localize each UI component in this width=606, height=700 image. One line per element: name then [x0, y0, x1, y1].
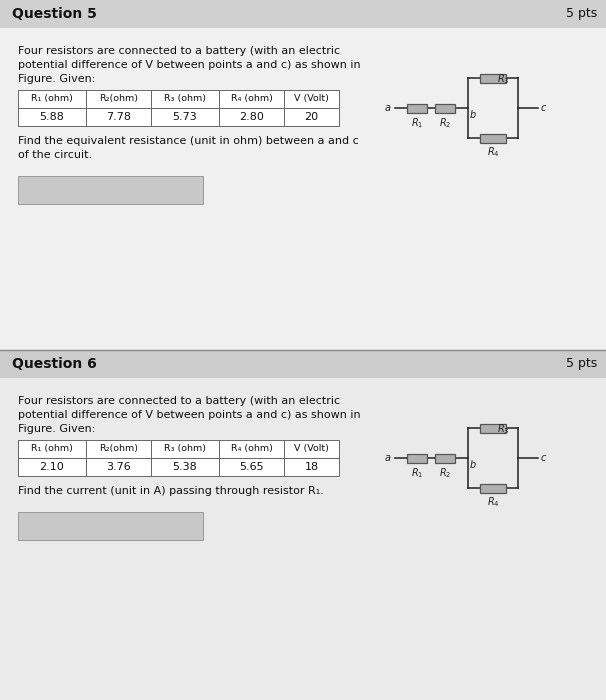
Text: of the circuit.: of the circuit.	[18, 150, 92, 160]
Text: 3.76: 3.76	[106, 462, 131, 472]
Bar	[0, 28, 606, 350]
Text: b: b	[470, 110, 476, 120]
Bar	[480, 74, 506, 83]
Text: Question 5: Question 5	[12, 7, 97, 21]
Bar	[86, 458, 151, 476]
Text: 18: 18	[304, 462, 319, 472]
Text: R₃ (ohm): R₃ (ohm)	[164, 444, 206, 454]
Bar	[480, 424, 506, 433]
Text: potential difference of V between points a and c) as shown in: potential difference of V between points…	[18, 410, 361, 420]
Bar	[86, 440, 151, 458]
Bar	[435, 454, 455, 463]
Text: Question 6: Question 6	[12, 357, 97, 371]
Bar	[219, 108, 284, 126]
Text: $R_3$: $R_3$	[497, 72, 510, 86]
Bar	[284, 440, 339, 458]
Text: R₁ (ohm): R₁ (ohm)	[31, 444, 73, 454]
Text: 5 pts: 5 pts	[566, 358, 597, 370]
Text: 5.73: 5.73	[173, 112, 198, 122]
Text: c: c	[541, 103, 547, 113]
Text: 2.80: 2.80	[239, 112, 264, 122]
Bar	[18, 440, 86, 458]
Bar	[18, 512, 203, 540]
Text: R₂(ohm): R₂(ohm)	[99, 444, 138, 454]
Text: Find the current (unit in A) passing through resistor R₁.: Find the current (unit in A) passing thr…	[18, 486, 324, 496]
Bar	[0, 378, 606, 700]
Bar	[480, 134, 506, 143]
Text: 20: 20	[304, 112, 319, 122]
Text: $R_2$: $R_2$	[439, 116, 451, 130]
Bar	[284, 90, 339, 108]
Text: $R_2$: $R_2$	[439, 466, 451, 480]
Bar	[151, 440, 219, 458]
Text: 5.65: 5.65	[239, 462, 264, 472]
Bar	[151, 90, 219, 108]
Text: R₁ (ohm): R₁ (ohm)	[31, 94, 73, 104]
Bar	[86, 90, 151, 108]
Text: 2.10: 2.10	[39, 462, 64, 472]
Bar	[435, 104, 455, 113]
Text: $R_3$: $R_3$	[497, 422, 510, 436]
Bar	[0, 350, 606, 378]
Text: 5 pts: 5 pts	[566, 8, 597, 20]
Text: Figure. Given:: Figure. Given:	[18, 424, 95, 434]
Text: 5.88: 5.88	[39, 112, 64, 122]
Text: potential difference of V between points a and c) as shown in: potential difference of V between points…	[18, 60, 361, 70]
Text: Find the equivalent resistance (unit in ohm) between a and c: Find the equivalent resistance (unit in …	[18, 136, 359, 146]
Text: a: a	[385, 453, 391, 463]
Text: R₃ (ohm): R₃ (ohm)	[164, 94, 206, 104]
Bar	[219, 440, 284, 458]
Bar	[407, 104, 427, 113]
Text: b: b	[470, 460, 476, 470]
Bar	[0, 0, 606, 28]
Text: R₂(ohm): R₂(ohm)	[99, 94, 138, 104]
Text: $R_1$: $R_1$	[411, 466, 423, 480]
Text: Four resistors are connected to a battery (with an electric: Four resistors are connected to a batter…	[18, 46, 340, 56]
Text: Figure. Given:: Figure. Given:	[18, 74, 95, 84]
Text: c: c	[541, 453, 547, 463]
Bar	[284, 458, 339, 476]
Text: $R_4$: $R_4$	[487, 495, 499, 509]
Text: $R_4$: $R_4$	[487, 145, 499, 159]
Text: a: a	[385, 103, 391, 113]
Bar	[151, 458, 219, 476]
Bar	[18, 90, 86, 108]
Text: $R_1$: $R_1$	[411, 116, 423, 130]
Text: R₄ (ohm): R₄ (ohm)	[230, 94, 273, 104]
Text: 5.38: 5.38	[173, 462, 198, 472]
Text: 7.78: 7.78	[106, 112, 131, 122]
Text: V (Volt): V (Volt)	[294, 94, 329, 104]
Text: Four resistors are connected to a battery (with an electric: Four resistors are connected to a batter…	[18, 396, 340, 406]
Bar	[18, 458, 86, 476]
Text: R₄ (ohm): R₄ (ohm)	[230, 444, 273, 454]
Bar	[284, 108, 339, 126]
Text: V (Volt): V (Volt)	[294, 444, 329, 454]
Bar	[86, 108, 151, 126]
Bar	[18, 108, 86, 126]
Bar	[480, 484, 506, 493]
Bar	[18, 176, 203, 204]
Bar	[219, 90, 284, 108]
Bar	[151, 108, 219, 126]
Bar	[407, 454, 427, 463]
Bar	[219, 458, 284, 476]
